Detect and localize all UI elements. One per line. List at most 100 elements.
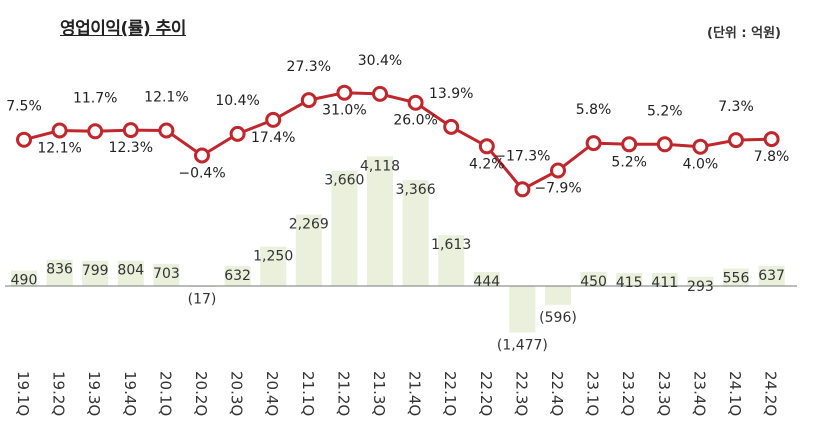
bar-label-21.3Q: 4,118 [360,158,400,174]
bar-21.3Q [367,156,393,286]
margin-label-22.4Q: −7.9% [534,181,581,197]
margin-point-24.1Q [728,132,744,149]
margin-label-20.3Q: 10.4% [215,93,259,109]
bar-19.2Q [46,259,73,286]
bar-label-19.2Q: 836 [46,262,73,278]
margin-label-23.4Q: 4.0% [683,157,719,173]
bar-label-23.2Q: 415 [616,275,643,291]
margin-point-21.4Q [407,94,424,111]
margin-label-21.4Q: 26.0% [393,113,437,129]
margin-point-22.3Q [514,181,531,198]
bar-19.3Q [82,260,109,286]
margin-label-21.1Q: 27.3% [287,59,331,75]
bar-20.4Q [260,246,287,286]
x-tick-24.1Q: 24.1Q [726,371,744,416]
x-tick-23.3Q: 23.3Q [655,371,673,416]
margin-point-22.2Q [478,138,495,155]
x-tick-21.4Q: 21.4Q [406,371,424,416]
margin-point-20.1Q [158,122,175,139]
x-tick-21.1Q: 21.1Q [299,371,317,416]
bar-label-22.3Q: (1,477) [497,338,548,354]
bar-label-22.2Q: 444 [473,274,500,290]
margin-point-19.3Q [87,123,104,140]
margin-label-23.1Q: 5.8% [576,102,612,118]
margin-line [23,91,772,192]
bar-label-20.2Q: (17) [188,292,217,308]
bar-label-24.1Q: 556 [723,270,750,286]
bar-23.1Q [580,271,607,286]
bar-label-23.3Q: 411 [651,275,678,291]
bar-label-24.2Q: 637 [758,268,785,284]
margin-point-20.4Q [265,111,282,128]
margin-point-20.2Q [194,147,210,164]
x-tick-23.4Q: 23.4Q [690,371,708,416]
x-tick-21.3Q: 21.3Q [370,371,388,416]
bar-19.4Q [117,260,144,286]
bar-24.1Q [723,268,749,286]
bar-label-21.4Q: 3,366 [396,182,436,198]
bar-22.1Q [438,235,465,286]
x-tick-20.4Q: 20.4Q [263,371,281,416]
bar-20.1Q [153,263,180,286]
bar-21.1Q [295,214,322,286]
bar-20.3Q [224,266,251,286]
bar-19.1Q [11,270,37,286]
x-tick-22.1Q: 22.1Q [441,371,459,416]
bar-label-23.1Q: 450 [580,274,607,290]
x-tick-20.2Q: 20.2Q [192,371,210,416]
margin-point-21.2Q [336,84,353,101]
margin-label-21.2Q: 31.0% [322,103,366,119]
margin-point-22.4Q [550,162,566,179]
x-tick-23.1Q: 23.1Q [584,371,602,416]
margin-point-23.2Q [621,136,638,153]
margin-point-21.3Q [372,85,388,102]
margin-point-24.2Q [763,131,780,148]
margin-label-19.3Q: 11.7% [73,90,117,106]
margin-label-22.1Q: 13.9% [429,86,473,102]
margin-label-23.2Q: 5.2% [611,154,647,170]
bar-label-22.1Q: 1,613 [431,237,471,253]
chart-title: 영업이익(률) 추이 [60,19,186,39]
bar-22.2Q [473,272,500,286]
x-tick-19.1Q: 19.1Q [14,371,32,416]
margin-label-21.3Q: 30.4% [358,53,402,69]
bar-21.4Q [402,179,429,286]
margin-point-19.2Q [51,122,68,139]
x-tick-19.2Q: 19.2Q [50,371,68,416]
x-tick-20.1Q: 20.1Q [156,371,174,416]
bar-label-23.4Q: 293 [687,279,714,295]
bar-label-21.2Q: 3,660 [324,173,364,189]
margin-point-23.4Q [692,138,709,155]
x-tick-22.2Q: 22.2Q [477,371,495,416]
bar-label-20.4Q: 1,250 [253,249,293,265]
bar-label-19.3Q: 799 [82,263,109,279]
x-tick-23.2Q: 23.2Q [619,371,637,416]
unit-label: (단위 : 억원) [707,26,781,41]
bar-label-19.4Q: 804 [117,263,144,279]
margin-label-22.3Q: −17.3% [494,148,550,164]
margin-point-20.3Q [229,125,246,142]
margin-label-19.2Q: 12.1% [37,141,81,157]
margin-label-20.4Q: 17.4% [251,130,295,146]
bar-label-19.1Q: 490 [11,273,38,289]
bar-24.2Q [758,265,785,286]
margin-label-24.2Q: 7.8% [754,149,790,165]
margin-point-19.1Q [16,131,32,148]
x-tick-22.4Q: 22.4Q [548,371,566,416]
x-tick-22.3Q: 22.3Q [512,371,530,416]
bar-label-20.1Q: 703 [153,266,180,282]
margin-label-19.1Q: 7.5% [6,99,42,115]
x-tick-21.2Q: 21.2Q [334,371,352,416]
margin-label-20.1Q: 12.1% [144,90,188,106]
x-tick-24.2Q: 24.2Q [762,371,780,416]
x-tick-19.4Q: 19.4Q [121,371,139,416]
bar-22.4Q [545,286,571,305]
margin-point-23.3Q [656,136,673,153]
bar-23.4Q [687,276,714,286]
margin-label-22.2Q: 4.2% [469,156,505,172]
x-tick-20.3Q: 20.3Q [228,371,246,416]
margin-point-19.4Q [122,122,139,139]
margin-point-23.1Q [585,135,602,152]
bar-21.2Q [331,170,358,286]
